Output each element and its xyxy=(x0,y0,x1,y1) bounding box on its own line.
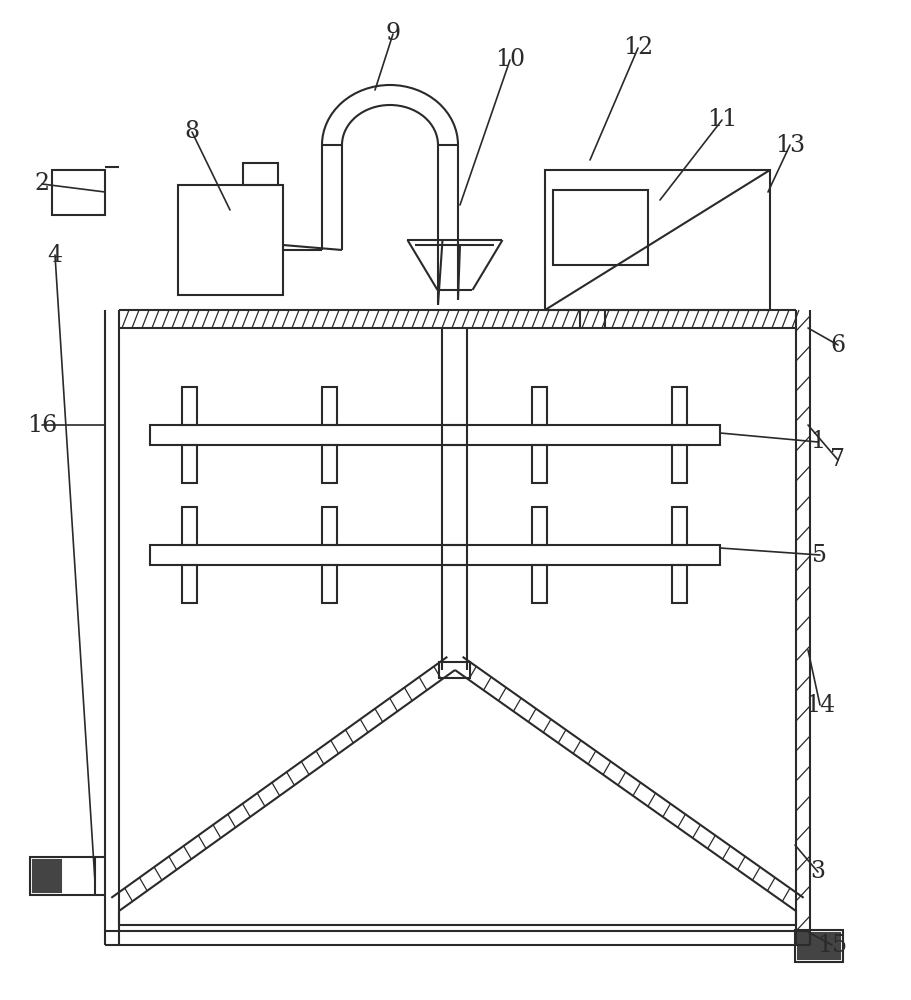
Text: 15: 15 xyxy=(816,934,846,956)
Bar xyxy=(532,387,547,425)
Bar xyxy=(794,930,842,962)
Text: 4: 4 xyxy=(47,243,63,266)
Bar xyxy=(182,565,198,603)
Text: 16: 16 xyxy=(26,414,57,436)
Bar xyxy=(532,445,547,483)
Bar xyxy=(671,507,687,545)
Bar xyxy=(439,662,470,678)
Text: 7: 7 xyxy=(830,448,844,472)
Bar xyxy=(532,565,547,603)
Bar xyxy=(182,445,198,483)
Bar xyxy=(322,445,337,483)
Text: 5: 5 xyxy=(812,544,826,566)
Bar xyxy=(182,387,198,425)
Bar xyxy=(178,185,282,295)
Bar xyxy=(242,163,278,185)
Bar xyxy=(671,445,687,483)
Text: 12: 12 xyxy=(622,36,652,60)
Text: 9: 9 xyxy=(385,22,400,45)
Bar xyxy=(182,507,198,545)
Bar xyxy=(149,425,719,445)
Bar xyxy=(797,933,839,959)
Bar xyxy=(322,507,337,545)
Text: 3: 3 xyxy=(810,860,824,884)
Bar xyxy=(671,565,687,603)
Bar xyxy=(149,545,719,565)
Bar xyxy=(322,565,337,603)
Text: 6: 6 xyxy=(830,334,844,357)
Text: 1: 1 xyxy=(810,430,824,454)
Bar xyxy=(671,387,687,425)
Bar xyxy=(33,860,61,892)
Text: 2: 2 xyxy=(35,172,49,196)
Text: 10: 10 xyxy=(495,48,525,72)
Bar xyxy=(532,507,547,545)
Bar xyxy=(545,170,769,310)
Text: 13: 13 xyxy=(774,133,804,156)
Text: 11: 11 xyxy=(706,108,736,131)
Text: 8: 8 xyxy=(184,120,200,143)
Text: 14: 14 xyxy=(804,694,834,716)
Bar xyxy=(322,387,337,425)
Bar xyxy=(552,190,648,265)
Bar xyxy=(30,857,95,895)
Bar xyxy=(52,170,105,215)
